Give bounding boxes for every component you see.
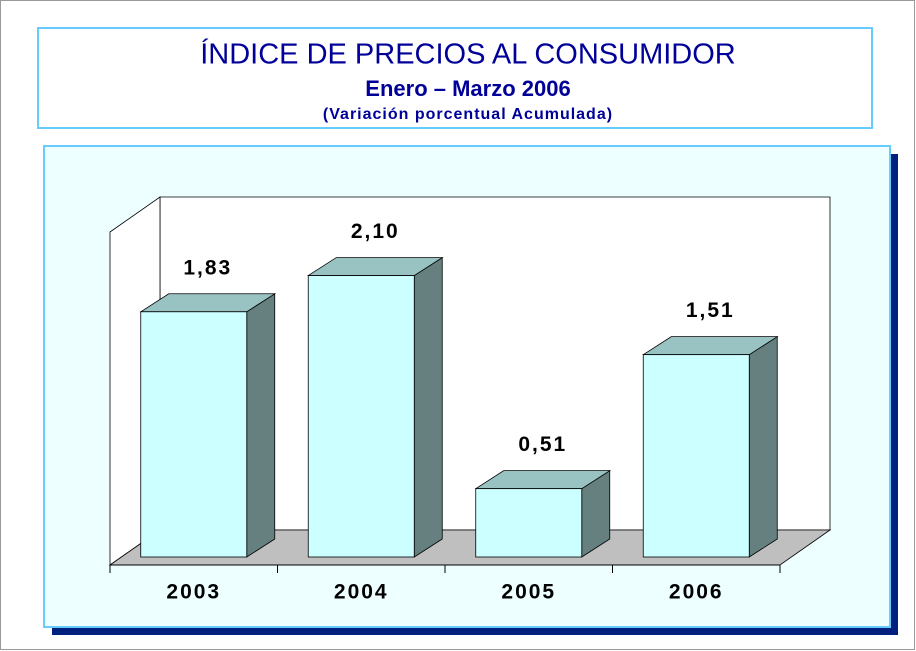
bar-side	[748, 335, 778, 558]
bar	[641, 335, 779, 558]
x-tick-label: 2003	[166, 581, 221, 604]
bar	[139, 293, 277, 558]
chart-caption: (Variación porcentual Acumulada)	[323, 106, 613, 123]
bar	[474, 469, 612, 558]
x-tick-label: 2005	[501, 581, 556, 604]
x-tick-label: 2006	[669, 581, 724, 604]
value-label: 0,51	[518, 433, 567, 456]
bar-side	[246, 293, 276, 558]
x-tick-label: 2004	[334, 581, 389, 604]
value-label: 1,51	[686, 299, 735, 322]
bar-front	[475, 488, 583, 558]
value-label: 1,83	[183, 256, 232, 279]
chart-subtitle: Enero – Marzo 2006	[365, 76, 570, 101]
bar-front	[642, 354, 750, 558]
title-box	[37, 27, 873, 129]
chart-title: ÍNDICE DE PRECIOS AL CONSUMIDOR	[200, 38, 736, 71]
bar	[306, 256, 444, 558]
bar-side	[413, 256, 443, 558]
value-label: 2,10	[351, 220, 400, 243]
bar-front	[307, 275, 415, 558]
bar-front	[140, 311, 248, 558]
